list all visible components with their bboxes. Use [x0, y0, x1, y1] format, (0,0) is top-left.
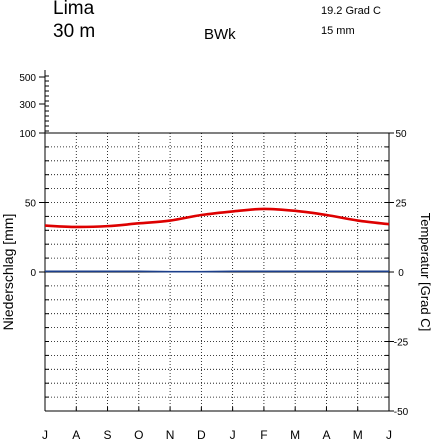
left-tick-label: 300 [19, 100, 36, 111]
month-label: J [230, 428, 236, 440]
station-name: Lima [53, 0, 95, 19]
right-axis-title: Temperatur [Grad C] [418, 213, 433, 332]
month-label: J [42, 428, 48, 440]
month-label: M [353, 428, 363, 440]
month-label: N [166, 428, 175, 440]
month-label: A [72, 428, 80, 440]
right-tick-label: 0 [398, 268, 404, 279]
annual-precipitation: 15 mm [321, 25, 355, 37]
temperature-line [44, 207, 390, 229]
climate-classification: BWk [204, 26, 236, 43]
chart-series [44, 207, 390, 273]
mean-temperature: 19.2 Grad C [321, 5, 381, 17]
right-tick-label: -25 [394, 338, 409, 349]
left-axis-title: Niederschlag [mm] [0, 214, 16, 331]
left-tick-label: 500 [19, 73, 36, 84]
month-label: A [322, 428, 330, 440]
station-altitude: 30 m [53, 21, 96, 42]
month-label: F [260, 428, 267, 440]
right-tick-label: 25 [395, 199, 407, 210]
month-label: S [104, 428, 112, 440]
month-label: M [290, 428, 300, 440]
month-label: J [386, 428, 392, 440]
month-label: D [197, 428, 206, 440]
right-tick-label: -50 [394, 407, 409, 418]
right-tick-label: 50 [395, 129, 407, 140]
month-label: O [134, 428, 143, 440]
left-tick-label: 50 [25, 199, 37, 210]
chart-frame [39, 70, 394, 412]
left-tick-label: 100 [19, 129, 36, 140]
left-tick-label: 0 [30, 268, 36, 279]
